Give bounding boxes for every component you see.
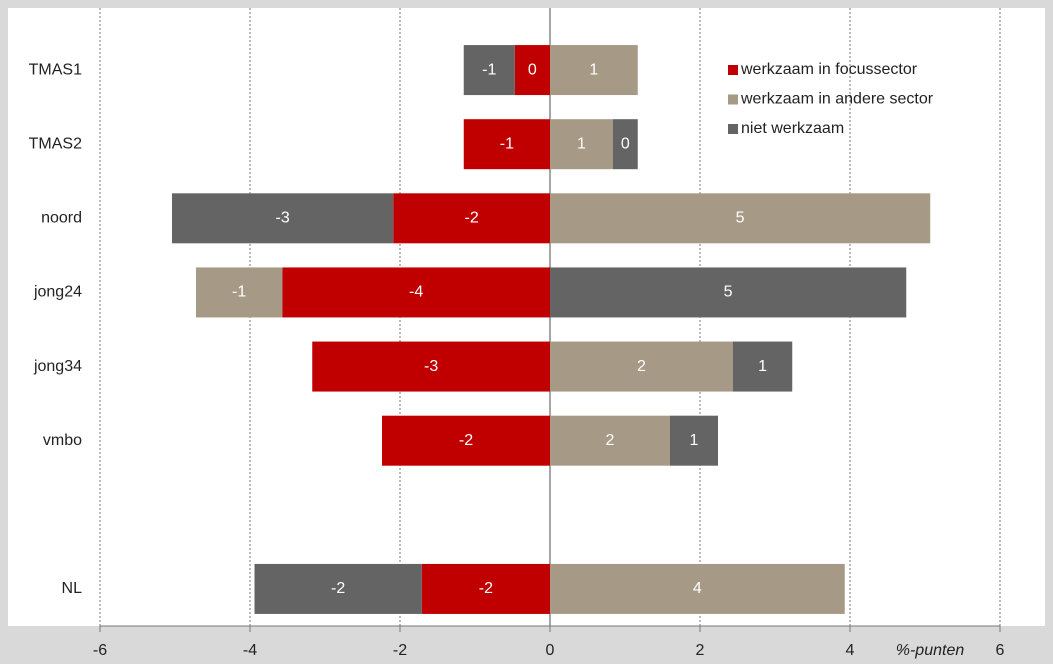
bar: [312, 341, 550, 392]
x-tick-label: -4: [243, 642, 257, 659]
bar: [421, 563, 550, 614]
value-label: 1: [758, 358, 767, 375]
legend-label: werkzaam in focussector: [740, 61, 918, 78]
bar: [550, 119, 613, 170]
bar: [550, 45, 638, 96]
value-label: 1: [589, 61, 598, 78]
x-tick-label: 0: [546, 642, 555, 659]
value-label: 5: [724, 284, 733, 301]
value-label: -4: [409, 284, 423, 301]
legend-swatch: [728, 124, 738, 134]
value-label: 0: [528, 61, 537, 78]
value-label: -1: [232, 284, 246, 301]
bar: [733, 341, 793, 392]
value-label: 2: [606, 432, 615, 449]
legend-label: niet werkzaam: [741, 120, 844, 137]
value-label: 1: [690, 432, 699, 449]
x-tick-label: -6: [93, 642, 107, 659]
y-tick-label: noord: [41, 210, 82, 227]
value-label: -1: [482, 61, 496, 78]
x-tick-label: 4: [846, 642, 855, 659]
bar: [550, 563, 845, 614]
value-label: -2: [331, 580, 345, 597]
y-tick-label: TMAS1: [29, 61, 82, 78]
bar: [670, 415, 718, 466]
value-label: 2: [637, 358, 646, 375]
y-tick-label: TMAS2: [29, 135, 82, 152]
y-tick-label: jong24: [33, 284, 82, 301]
value-label: -2: [459, 432, 473, 449]
bar: [282, 267, 550, 318]
legend-label: werkzaam in andere sector: [740, 91, 934, 108]
bar: [613, 119, 638, 170]
x-tick-label: -2: [393, 642, 407, 659]
x-tick-label: 2: [696, 642, 705, 659]
value-label: 1: [577, 135, 586, 152]
bar: [463, 119, 550, 170]
bar: [463, 45, 515, 96]
y-tick-label: vmbo: [43, 432, 82, 449]
legend-swatch: [728, 65, 738, 75]
x-tick-label: 6: [996, 642, 1005, 659]
value-label: -1: [500, 135, 514, 152]
bar: [172, 193, 394, 244]
x-axis-label: %-punten: [896, 642, 965, 659]
bar: [550, 267, 907, 318]
value-label: 4: [693, 580, 702, 597]
bar: [550, 415, 670, 466]
bar: [254, 563, 422, 614]
bar: [514, 45, 550, 96]
bar: [550, 193, 931, 244]
bar: [196, 267, 283, 318]
bar: [382, 415, 550, 466]
value-label: -2: [465, 210, 479, 227]
value-label: 0: [621, 135, 630, 152]
bar: [550, 341, 733, 392]
value-label: -3: [424, 358, 438, 375]
y-tick-label: NL: [62, 580, 83, 597]
value-label: -3: [276, 210, 290, 227]
value-label: 5: [736, 210, 745, 227]
value-label: -2: [479, 580, 493, 597]
legend-swatch: [728, 94, 738, 105]
y-tick-label: jong34: [33, 358, 82, 375]
bar: [393, 193, 550, 244]
